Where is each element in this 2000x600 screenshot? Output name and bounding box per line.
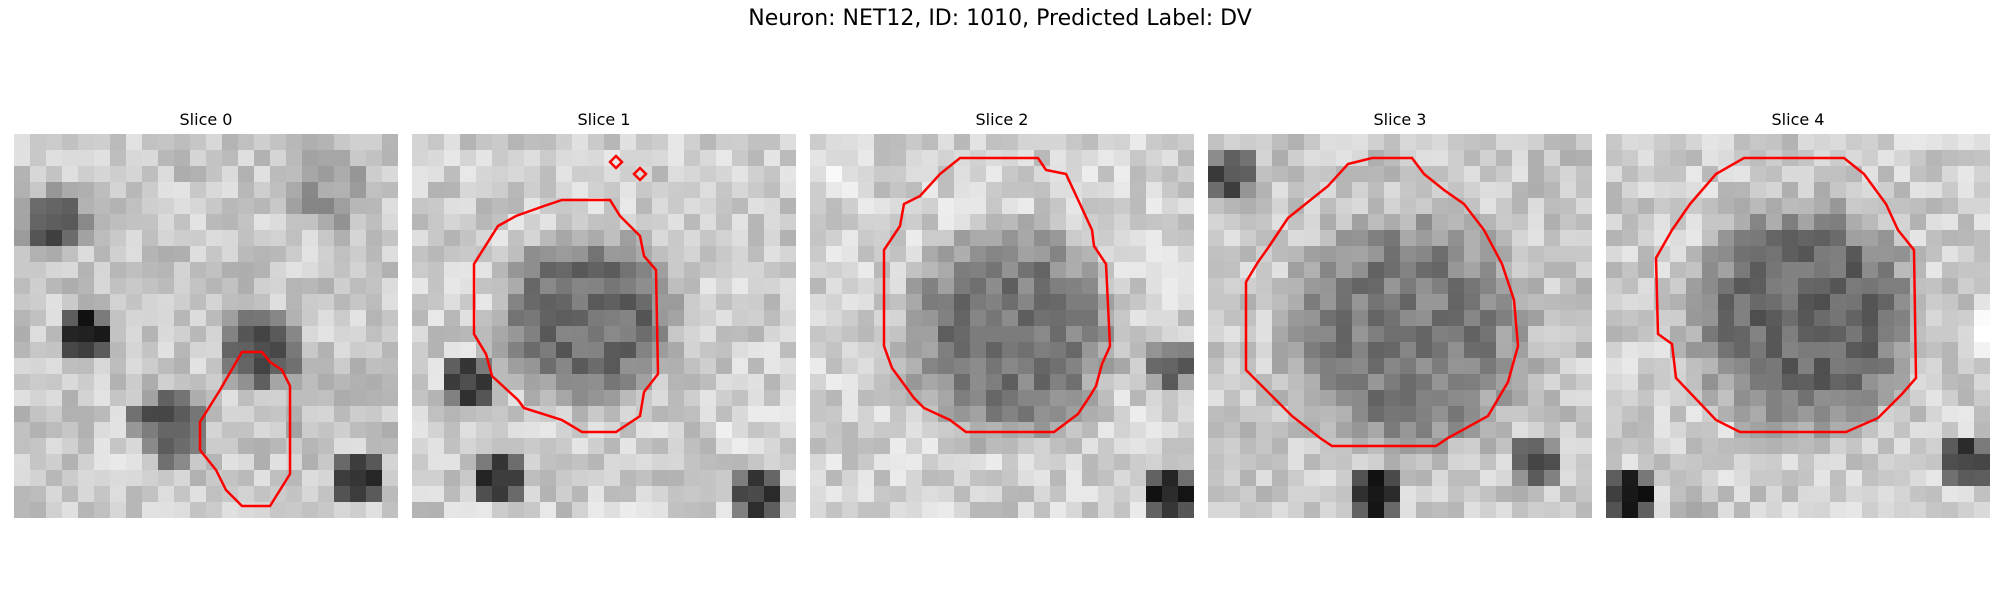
slice-title: Slice 0 (179, 110, 233, 129)
contour-overlay (472, 154, 660, 434)
segmentation-contour (1244, 156, 1520, 448)
grayscale-patch (14, 134, 398, 518)
grayscale-patch (1208, 134, 1592, 518)
slice-title: Slice 4 (1771, 110, 1825, 129)
slice-image (1208, 134, 1592, 518)
slice-title: Slice 1 (577, 110, 631, 129)
contour-fragment (608, 154, 624, 170)
slice-title: Slice 3 (1373, 110, 1427, 129)
contour-fragment (632, 166, 648, 182)
grayscale-patch (412, 134, 796, 518)
slice-panel-1: Slice 1 (412, 108, 796, 518)
segmentation-contour (198, 350, 292, 508)
grayscale-patch (1606, 134, 1990, 518)
figure-title: Neuron: NET12, ID: 1010, Predicted Label… (748, 6, 1252, 31)
slice-image (810, 134, 1194, 518)
slice-title: Slice 2 (975, 110, 1029, 129)
segmentation-contour (472, 198, 660, 434)
segmentation-contour (882, 156, 1112, 434)
slice-panel-4: Slice 4 (1606, 108, 1990, 518)
slice-panel-0: Slice 0 (14, 108, 398, 518)
contour-overlay (882, 156, 1112, 434)
contour-overlay (198, 350, 292, 508)
slice-panel-2: Slice 2 (810, 108, 1194, 518)
slice-image (412, 134, 796, 518)
segmentation-contour (1654, 156, 1918, 434)
grayscale-patch (810, 134, 1194, 518)
contour-overlay (1244, 156, 1520, 448)
contour-overlay (1654, 156, 1918, 434)
slice-image (1606, 134, 1990, 518)
slice-image (14, 134, 398, 518)
slice-panel-3: Slice 3 (1208, 108, 1592, 518)
